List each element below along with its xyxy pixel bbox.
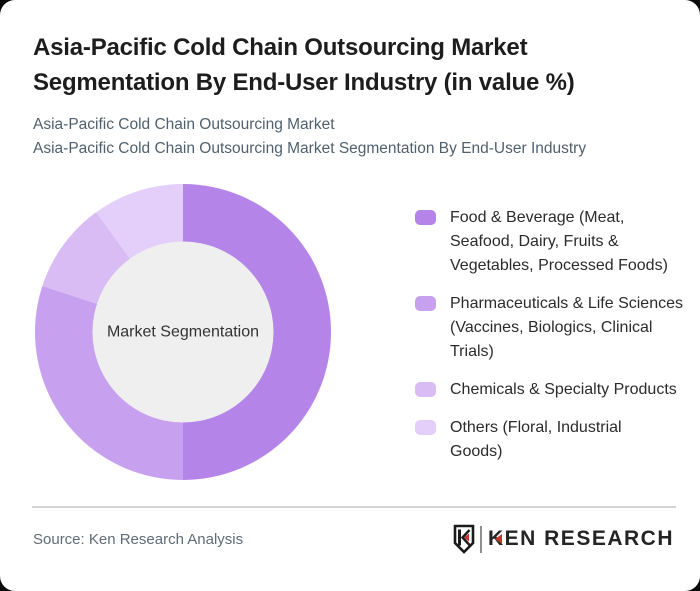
footer-divider [32, 506, 676, 508]
legend-item-pharmaceuticals: Pharmaceuticals & Life Sciences (Vaccine… [415, 292, 683, 364]
donut-chart: Market Segmentation [35, 184, 331, 480]
legend-label-line: Pharmaceuticals & Life Sciences [450, 295, 683, 312]
legend-label-line: Food & Beverage (Meat, [450, 209, 625, 226]
logo-wordmark-text: KEN RESEARCH [487, 527, 674, 550]
legend-item-others: Others (Floral, Industrial Goods) [415, 416, 677, 464]
logo-wordmark: KEN RESEARCH [488, 527, 674, 551]
legend-label-line: Chemicals & Specialty Products [450, 381, 677, 398]
legend-label-line: Others (Floral, Industrial [450, 419, 622, 436]
legend-label-food-beverage: Food & Beverage (Meat, Seafood, Dairy, F… [450, 206, 668, 278]
ken-research-logo: KEN RESEARCH [453, 524, 674, 554]
chart-subtitle-line: Asia-Pacific Cold Chain Outsourcing Mark… [33, 140, 587, 157]
legend-swatch-chemicals [415, 382, 436, 397]
legend-swatch-others [415, 420, 436, 435]
page-title: Asia-Pacific Cold Chain Outsourcing Mark… [33, 30, 575, 100]
legend-label-line: (Vaccines, Biologics, Clinical [450, 319, 653, 336]
donut-center-label: Market Segmentation [106, 323, 260, 340]
legend-label-line: Trials) [450, 343, 494, 360]
logo-k-red-triangle-icon [495, 534, 503, 544]
chart-legend: Food & Beverage (Meat, Seafood, Dairy, F… [415, 206, 683, 478]
legend-swatch-pharmaceuticals [415, 296, 436, 311]
chart-subtitle: Asia-Pacific Cold Chain Outsourcing Mark… [33, 113, 586, 161]
legend-label-others: Others (Floral, Industrial Goods) [450, 416, 622, 464]
legend-label-line: Vegetables, Processed Foods) [450, 257, 668, 274]
legend-item-food-beverage: Food & Beverage (Meat, Seafood, Dairy, F… [415, 206, 677, 278]
ken-research-shield-icon [453, 524, 475, 554]
logo-separator [479, 525, 482, 553]
legend-label-line: Goods) [450, 443, 503, 460]
legend-label-chemicals: Chemicals & Specialty Products [450, 378, 677, 402]
page-title-line: Asia-Pacific Cold Chain Outsourcing Mark… [33, 34, 528, 61]
legend-label-line: Seafood, Dairy, Fruits & [450, 233, 619, 250]
legend-label-pharmaceuticals: Pharmaceuticals & Life Sciences (Vaccine… [450, 292, 683, 364]
legend-item-chemicals: Chemicals & Specialty Products [415, 378, 677, 402]
legend-swatch-food-beverage [415, 210, 436, 225]
page-title-line: Segmentation By End-User Industry (in va… [33, 69, 575, 96]
chart-subtitle-line: Asia-Pacific Cold Chain Outsourcing Mark… [33, 116, 335, 133]
donut-center: Market Segmentation [92, 241, 274, 423]
source-note: Source: Ken Research Analysis [33, 531, 244, 548]
